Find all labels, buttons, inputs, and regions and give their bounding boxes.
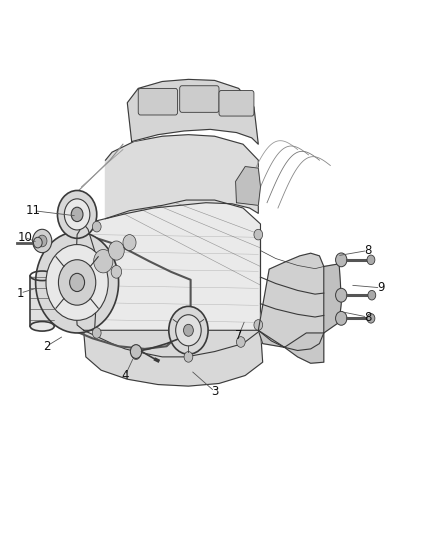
Text: 11: 11 xyxy=(26,204,41,217)
Polygon shape xyxy=(324,264,341,333)
Circle shape xyxy=(367,255,375,265)
Text: 10: 10 xyxy=(17,231,32,244)
Circle shape xyxy=(254,320,263,330)
Circle shape xyxy=(109,241,124,260)
Circle shape xyxy=(111,265,122,278)
Text: 9: 9 xyxy=(377,281,384,294)
Polygon shape xyxy=(75,224,97,330)
Polygon shape xyxy=(236,166,261,205)
Bar xyxy=(30,276,54,326)
Circle shape xyxy=(368,290,376,300)
Polygon shape xyxy=(84,330,263,386)
Text: 4: 4 xyxy=(121,369,129,382)
Text: 3: 3 xyxy=(211,385,218,398)
Circle shape xyxy=(254,229,263,240)
Circle shape xyxy=(33,237,42,248)
Circle shape xyxy=(70,273,85,292)
Polygon shape xyxy=(106,135,258,219)
Circle shape xyxy=(367,313,375,323)
Circle shape xyxy=(184,352,193,362)
Circle shape xyxy=(336,311,347,325)
Circle shape xyxy=(336,288,347,302)
Circle shape xyxy=(92,221,101,232)
Circle shape xyxy=(71,207,83,222)
Circle shape xyxy=(237,337,245,348)
Text: 7: 7 xyxy=(235,329,242,342)
Circle shape xyxy=(92,328,101,338)
Circle shape xyxy=(64,199,90,230)
FancyBboxPatch shape xyxy=(219,91,254,116)
Circle shape xyxy=(131,345,142,359)
FancyBboxPatch shape xyxy=(138,88,177,115)
Circle shape xyxy=(37,235,47,247)
Circle shape xyxy=(132,349,141,360)
FancyBboxPatch shape xyxy=(180,86,219,112)
Text: 2: 2 xyxy=(43,340,50,353)
Polygon shape xyxy=(84,200,261,357)
Circle shape xyxy=(35,232,119,333)
Ellipse shape xyxy=(30,321,54,331)
Circle shape xyxy=(169,306,208,354)
Polygon shape xyxy=(127,79,258,144)
Circle shape xyxy=(32,229,52,253)
Text: 8: 8 xyxy=(364,311,371,324)
Polygon shape xyxy=(258,330,324,364)
Circle shape xyxy=(176,315,201,346)
Circle shape xyxy=(94,249,113,273)
Circle shape xyxy=(46,245,108,320)
Text: 8: 8 xyxy=(364,244,371,257)
Circle shape xyxy=(336,253,347,266)
Circle shape xyxy=(123,235,136,251)
Text: 1: 1 xyxy=(17,287,24,300)
Circle shape xyxy=(57,190,97,238)
Circle shape xyxy=(184,324,193,336)
Polygon shape xyxy=(258,253,324,351)
Circle shape xyxy=(58,260,96,305)
